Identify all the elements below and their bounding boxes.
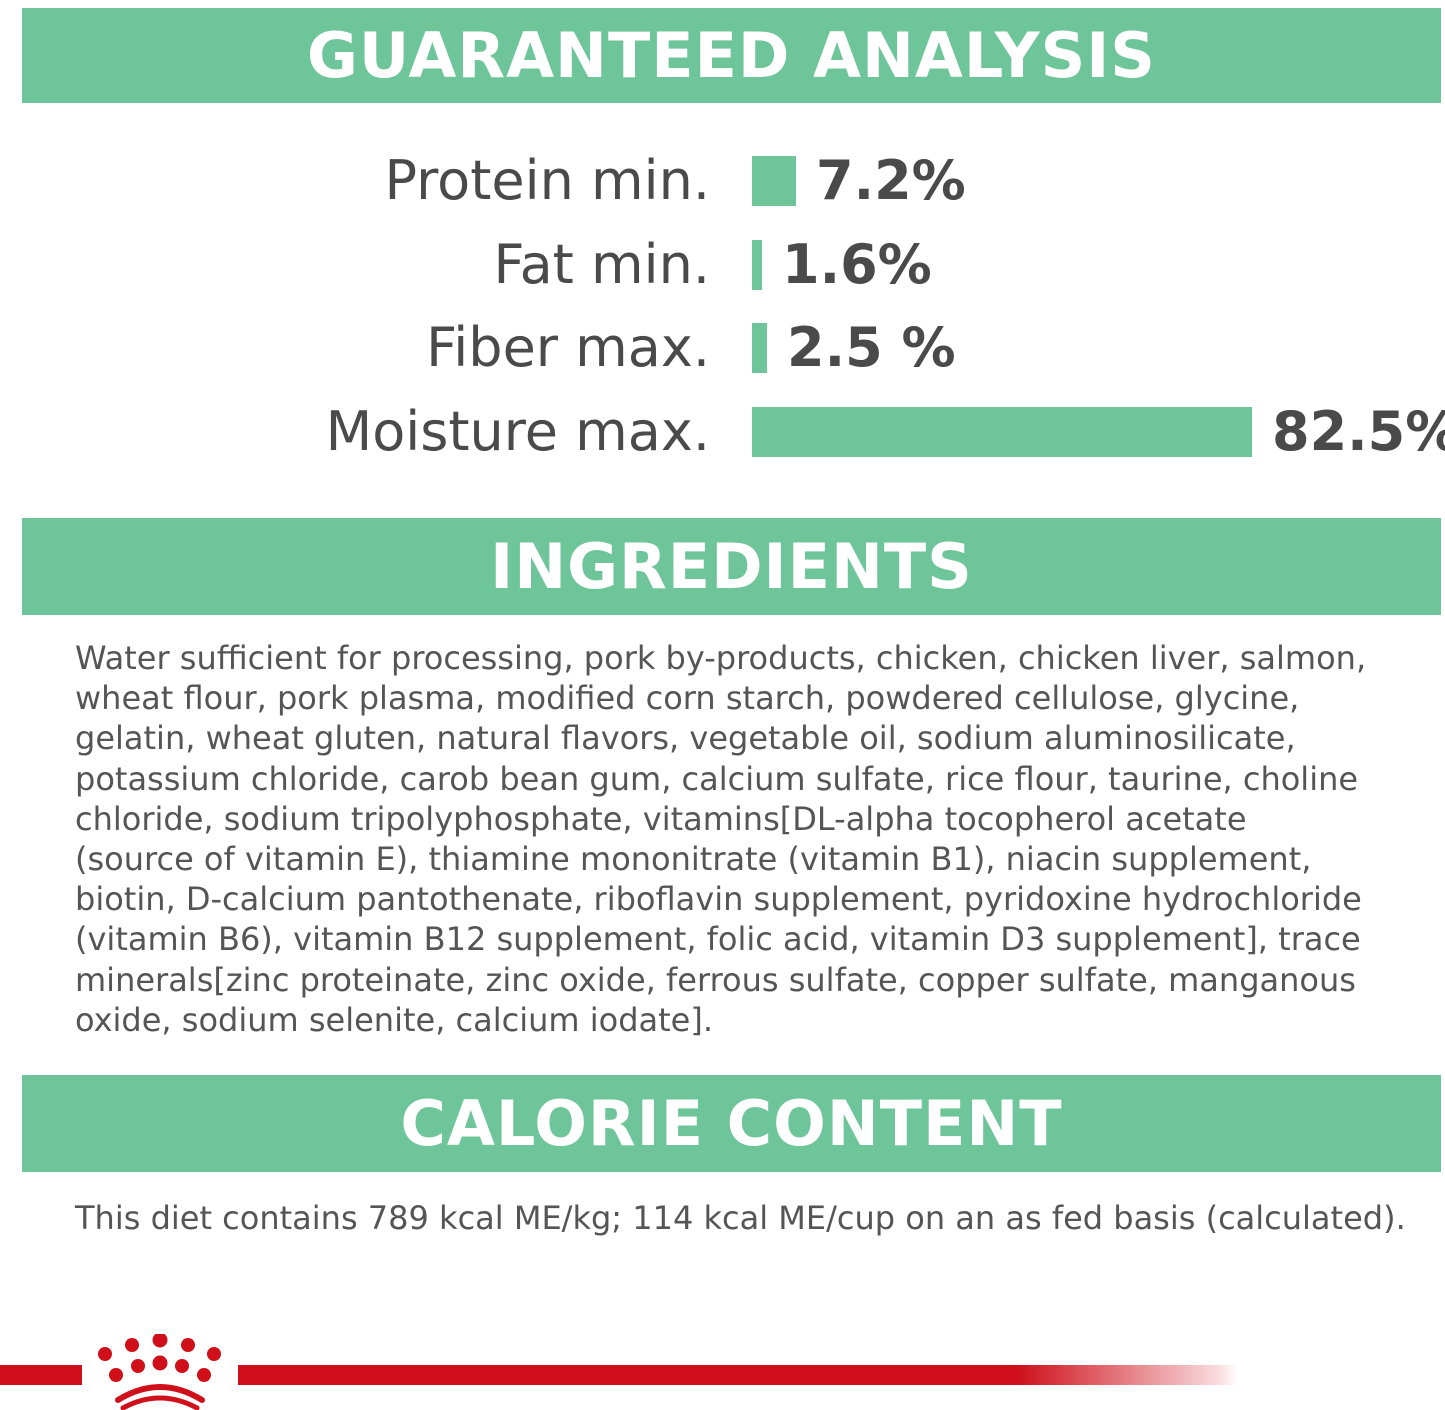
analysis-label: Fiber max. bbox=[426, 316, 710, 379]
analysis-bar bbox=[752, 407, 1252, 457]
calorie-text: This diet contains 789 kcal ME/kg; 114 k… bbox=[75, 1199, 1406, 1237]
brand-line-left bbox=[0, 1365, 82, 1385]
analysis-label: Protein min. bbox=[384, 149, 710, 212]
brand-line-right bbox=[238, 1365, 1238, 1385]
ingredients-text: Water sufficient for processing, pork by… bbox=[75, 639, 1367, 1039]
guaranteed-analysis-header: GUARANTEED ANALYSIS bbox=[22, 8, 1441, 103]
ingredients-header: INGREDIENTS bbox=[22, 518, 1441, 615]
analysis-row-fiber: Fiber max. 2.5 % bbox=[0, 313, 1445, 383]
analysis-label: Fat min. bbox=[493, 233, 710, 296]
analysis-bar bbox=[752, 323, 767, 373]
analysis-value: 7.2% bbox=[816, 149, 966, 212]
analysis-value: 82.5% bbox=[1272, 400, 1445, 463]
analysis-bar bbox=[752, 156, 796, 206]
calorie-content-header: CALORIE CONTENT bbox=[22, 1075, 1441, 1172]
analysis-value: 2.5 % bbox=[787, 316, 956, 379]
analysis-value: 1.6% bbox=[782, 233, 932, 296]
crown-icon bbox=[98, 1334, 221, 1410]
analysis-bar bbox=[752, 240, 762, 290]
analysis-label: Moisture max. bbox=[325, 400, 710, 463]
analysis-row-moisture: Moisture max. 82.5% bbox=[0, 397, 1445, 467]
analysis-row-fat: Fat min. 1.6% bbox=[0, 230, 1445, 300]
analysis-row-protein: Protein min. 7.2% bbox=[0, 146, 1445, 216]
